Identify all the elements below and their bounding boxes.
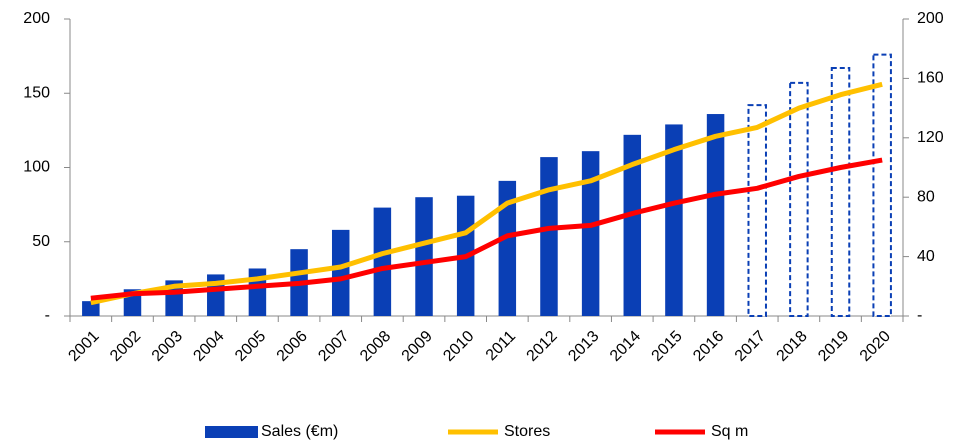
bar <box>540 157 558 316</box>
x-tick-label: 2012 <box>524 328 561 365</box>
y2-tick-label: - <box>917 307 922 324</box>
x-tick-label: 2009 <box>399 328 436 365</box>
bar <box>331 229 350 316</box>
x-tick-label: 2003 <box>149 328 186 365</box>
x-tick-label: 2011 <box>483 328 519 364</box>
y-tick-label: 200 <box>23 10 50 27</box>
x-tick-label: 2013 <box>565 328 602 365</box>
legend-swatch <box>205 426 258 438</box>
y-tick-label: 150 <box>23 84 50 101</box>
bar <box>373 207 392 316</box>
y2-tick-label: 80 <box>917 188 935 205</box>
legend-label: Sales (€m) <box>261 423 338 440</box>
x-tick-label: 2017 <box>732 328 769 365</box>
y-tick-label: - <box>45 307 50 324</box>
x-tick-label: 2007 <box>315 328 352 365</box>
x-tick-label: 2010 <box>440 328 477 365</box>
bar <box>623 134 642 316</box>
x-tick-label: 2004 <box>190 328 227 365</box>
bar <box>665 124 683 316</box>
bar <box>581 151 600 316</box>
bar <box>747 104 767 317</box>
x-tick-label: 2019 <box>815 328 852 365</box>
bar <box>830 67 851 317</box>
x-tick-label: 2008 <box>357 328 394 365</box>
x-tick-label: 2015 <box>649 328 686 365</box>
bar <box>498 180 517 316</box>
y2-tick-label: 40 <box>917 248 935 265</box>
y2-tick-label: 160 <box>917 70 944 87</box>
x-tick-label: 2002 <box>107 328 144 365</box>
x-tick-label: 2001 <box>65 328 102 365</box>
y2-tick-label: 200 <box>917 10 944 27</box>
legend-label: Stores <box>504 423 550 440</box>
x-tick-label: 2014 <box>607 328 644 365</box>
x-tick-label: 2020 <box>857 328 894 365</box>
y-tick-label: 100 <box>23 159 50 176</box>
x-tick-label: 2006 <box>274 328 311 365</box>
legend-label: Sq m <box>711 423 748 440</box>
bar <box>872 53 892 317</box>
bar <box>82 301 100 316</box>
bar <box>706 114 725 316</box>
line <box>90 81 883 306</box>
y-tick-label: 50 <box>32 233 50 250</box>
bar <box>789 81 809 318</box>
x-tick-label: 2018 <box>773 328 810 365</box>
x-tick-label: 2016 <box>690 328 727 365</box>
y2-tick-label: 120 <box>917 129 944 146</box>
bar <box>415 197 433 316</box>
x-tick-label: 2005 <box>232 328 269 365</box>
line <box>90 157 883 301</box>
